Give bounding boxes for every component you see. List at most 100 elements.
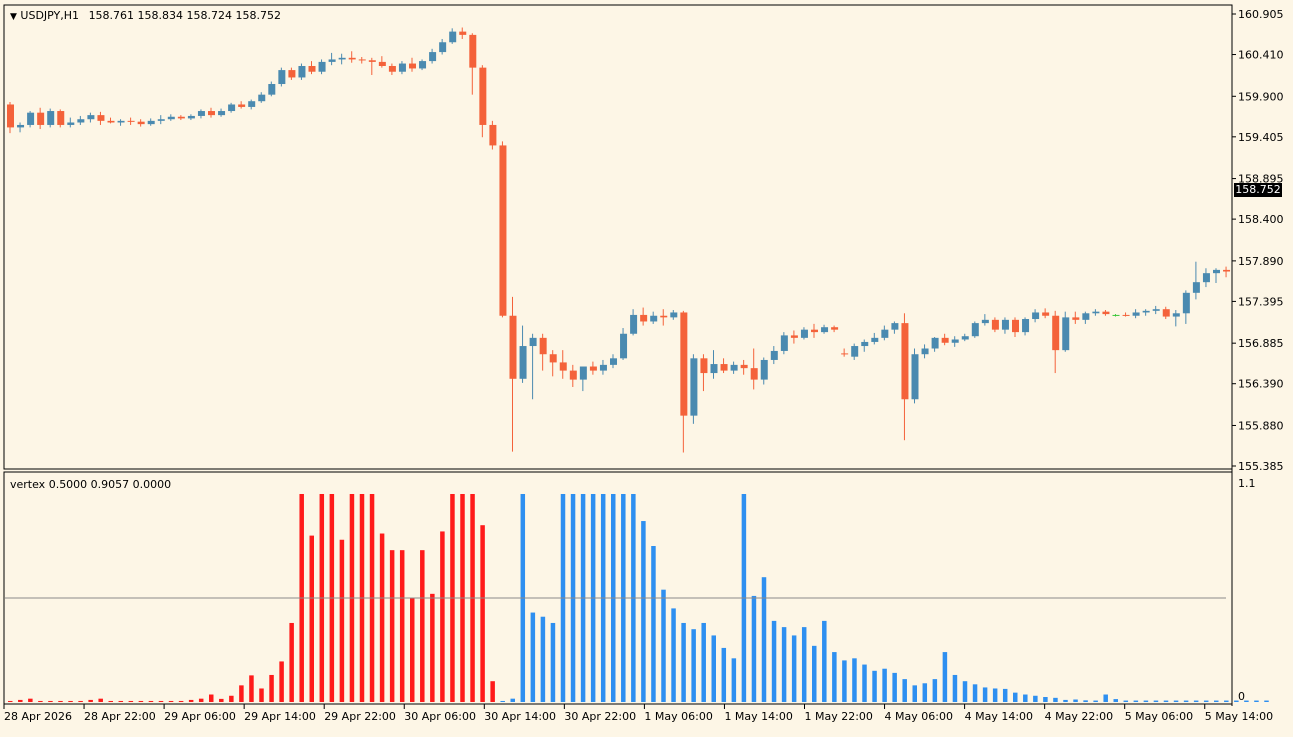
candle-body [479,67,487,125]
candle-body [409,63,416,69]
candle-body [650,315,658,322]
candle-body [670,312,678,318]
candle-body [7,104,14,128]
histogram-bar [198,698,204,702]
candle-body [167,116,175,120]
histogram-bar [289,622,294,702]
candle-body [871,337,879,342]
histogram-bar [671,608,676,702]
candle-body [599,364,607,371]
candle-body [37,112,45,125]
histogram-bar [942,652,948,702]
candle-body [750,368,758,380]
histogram-bar [932,679,938,702]
histogram-bar [500,700,505,702]
histogram-bar [1214,700,1219,702]
candle-body [1202,273,1210,283]
candle-body [489,124,497,146]
candle-body [1072,317,1080,320]
price-tick-label: 155.880 [1238,419,1284,432]
main-pane-frame [3,4,1233,470]
candle-body [841,353,849,355]
histogram-bar [1203,700,1209,702]
histogram-bar [339,539,345,702]
histogram-bar [1083,700,1088,702]
candle-body [1122,314,1130,316]
candle-body [127,120,135,122]
candle-body [921,348,929,355]
candle-body [1052,315,1060,351]
candle-body [700,358,708,374]
histogram-bar [661,589,666,702]
candle-body [519,346,527,379]
candle-body [368,60,376,62]
histogram-bar [1143,700,1149,702]
histogram-bar [892,672,897,702]
histogram-bar [1133,700,1139,702]
candle-body [901,323,909,400]
candle-body [439,42,447,53]
candle-body [97,115,105,121]
candle-body [569,370,577,380]
candle-body [680,312,688,416]
histogram-bar [651,546,656,702]
histogram-bar [922,683,928,702]
histogram-bar [1123,700,1129,702]
histogram-bar [962,681,968,702]
histogram-bar [801,627,807,702]
histogram-bar [540,616,546,702]
candle-body [77,119,85,123]
histogram-bar [731,658,737,702]
histogram-bar [430,593,435,702]
candle-body [740,364,748,369]
histogram-bar [1153,700,1159,702]
histogram-bar [681,622,686,702]
candle-body [780,335,788,351]
candle-body [147,120,155,125]
candle-body [760,359,768,380]
candle-body [177,116,185,119]
candle-body [911,354,919,400]
candle-body [1112,314,1120,316]
collapse-triangle-icon[interactable]: ▼ [10,12,17,22]
candle-body [429,52,437,62]
candle-body [117,120,125,123]
candle-body [1082,313,1090,320]
histogram-bar [309,535,314,702]
candle-body [67,122,75,125]
histogram-bar [178,700,184,702]
price-tick-label: 156.885 [1238,337,1284,350]
histogram-bar [992,688,998,702]
histogram-bar [249,675,254,702]
candle-body [197,111,205,116]
candle-body [57,111,65,125]
candle-body [398,63,406,72]
histogram-bar [1163,700,1169,702]
candle-body [17,124,25,128]
candle-body [971,323,979,337]
candle-body [800,329,808,338]
candle-body [1142,310,1150,313]
histogram-bar [209,694,214,702]
candle-body [610,358,617,365]
candle-body [248,101,256,107]
histogram-bar [832,652,837,702]
histogram-bar [781,627,787,702]
time-tick-label: 5 May 06:00 [1125,710,1193,723]
histogram-bar [128,700,134,702]
histogram-bar [399,550,405,702]
candle-body [208,111,215,116]
time-tick-label: 4 May 06:00 [885,710,953,723]
histogram-bar [812,645,817,702]
histogram-bar [972,684,978,702]
candle-body [378,61,386,66]
histogram-bar [1093,700,1098,702]
candle-body [720,364,728,371]
histogram-bar [188,699,194,702]
histogram-bar [118,700,124,702]
price-tick-label: 156.390 [1238,378,1284,391]
candle-body [529,337,537,347]
indicator-label: vertex 0.5000 0.9057 0.0000 [10,478,172,491]
